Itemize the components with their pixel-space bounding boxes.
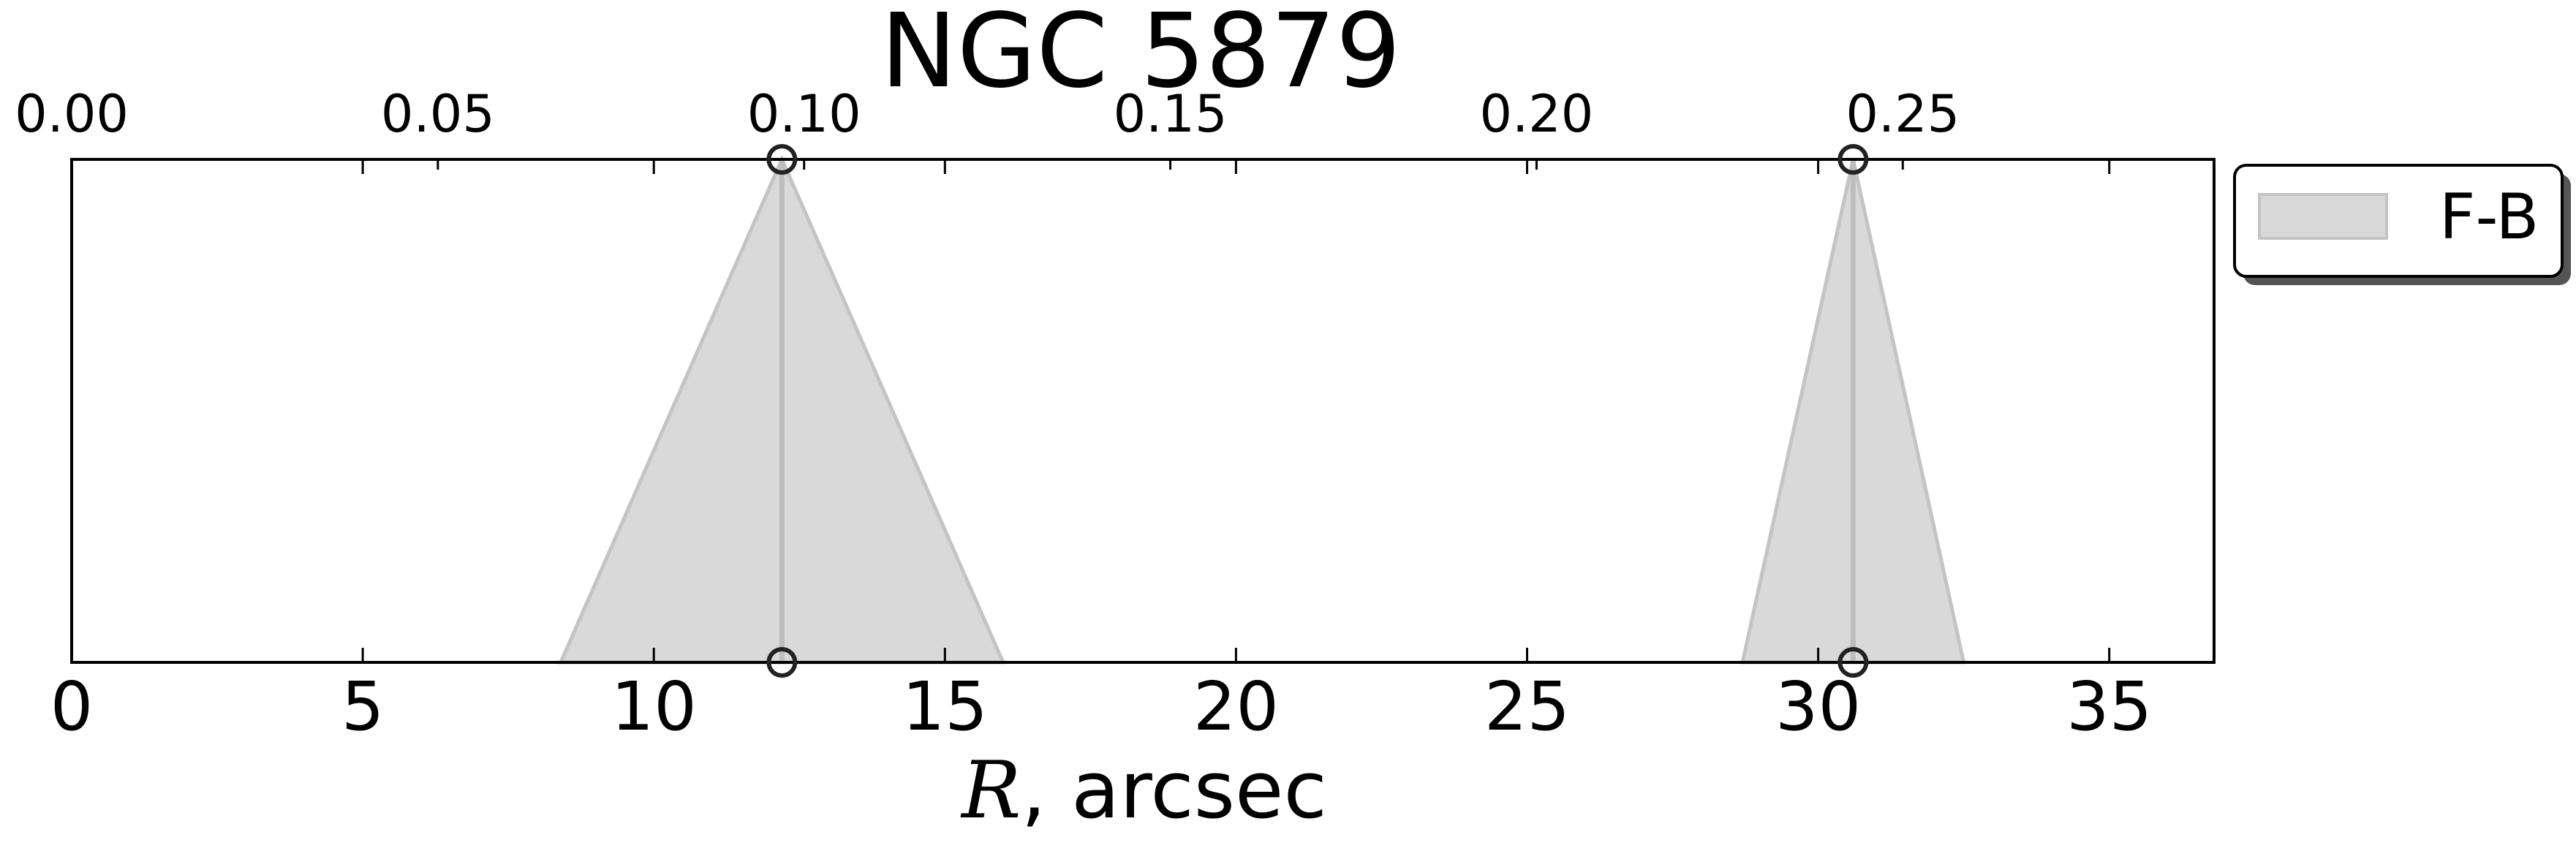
- x-tick-label: 20: [1193, 667, 1279, 746]
- top-x-tick-label: 0.15: [1114, 84, 1228, 144]
- top-x-tick-label: 0.00: [15, 84, 129, 144]
- x-tick-label: 15: [902, 667, 988, 746]
- feature-marker: [766, 144, 798, 175]
- x-axis-label-unit: , arcsec: [1021, 745, 1326, 836]
- x-tick-label: 10: [611, 667, 697, 746]
- top-x-tick-label: 0.25: [1846, 84, 1960, 144]
- legend-swatch: [2258, 193, 2388, 240]
- legend: F-B: [2233, 164, 2571, 285]
- top-x-axis: 0.00 0.05 0.10 0.15 0.20 0.25: [15, 84, 1960, 170]
- chart-title: NGC 5879: [880, 0, 1401, 111]
- x-axis-label-variable: R: [960, 745, 1021, 836]
- x-tick-label: 5: [341, 667, 385, 746]
- chart-plot-features: [557, 154, 1966, 665]
- x-tick-label: 0: [50, 667, 94, 746]
- chart-markers: [766, 144, 1869, 678]
- top-x-tick-label: 0.10: [747, 84, 861, 144]
- x-tick-label: 30: [1775, 667, 1861, 746]
- x-tick-label: 25: [1484, 667, 1570, 746]
- feature-marker: [766, 647, 798, 678]
- x-tick-label: 35: [2066, 667, 2152, 746]
- plot-frame: [70, 158, 2216, 664]
- top-x-tick-label: 0.20: [1479, 84, 1593, 144]
- top-x-tick-label: 0.05: [381, 84, 495, 144]
- bottom-x-axis: 0 5 10 15 20 25 30 35: [50, 159, 2152, 746]
- x-axis-label: R, arcsec: [960, 745, 1327, 836]
- legend-label: F-B: [2439, 181, 2539, 254]
- feature-marker: [1837, 647, 1869, 678]
- feature-marker: [1837, 144, 1869, 175]
